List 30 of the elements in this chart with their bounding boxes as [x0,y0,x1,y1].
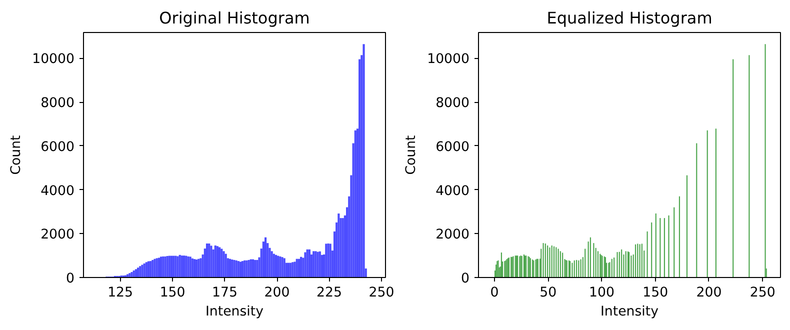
y-tick-label: 6000 [436,140,470,155]
x-axis-title: Intensity [205,304,264,320]
y-tick-label: 0 [66,272,75,286]
y-tick-label: 6000 [40,140,75,155]
x-tick-label: 225 [316,286,342,300]
y-axis-title: Count [9,135,24,175]
x-tick-label: 250 [750,286,776,300]
x-tick-label: 100 [589,286,614,300]
y-tick-label: 2000 [436,228,470,243]
x-tick-label: 200 [696,286,722,300]
y-tick-label: 2000 [40,228,75,243]
y-tick-label: 10000 [32,52,75,68]
x-tick-label: 125 [108,286,134,300]
y-tick-label: 10000 [427,52,470,68]
x-tick-label: 150 [160,286,186,300]
y-axis-title: Count [404,135,420,175]
x-tick-label: 150 [642,286,668,300]
x-tick-label: 175 [212,286,238,300]
y-tick-label: 8000 [40,96,75,112]
y-tick-label: 4000 [40,184,75,199]
x-tick-label: 0 [490,286,499,300]
x-tick-label: 250 [368,286,394,300]
x-tick-label: 50 [540,286,557,300]
y-tick-label: 8000 [436,96,470,112]
y-tick-label: 4000 [436,184,470,199]
chart-title: Original Histogram [159,8,310,28]
y-tick-label: 0 [461,272,470,286]
chart-title: Equalized Histogram [546,8,712,28]
x-axis-title: Intensity [600,304,659,320]
x-tick-label: 200 [264,286,290,300]
